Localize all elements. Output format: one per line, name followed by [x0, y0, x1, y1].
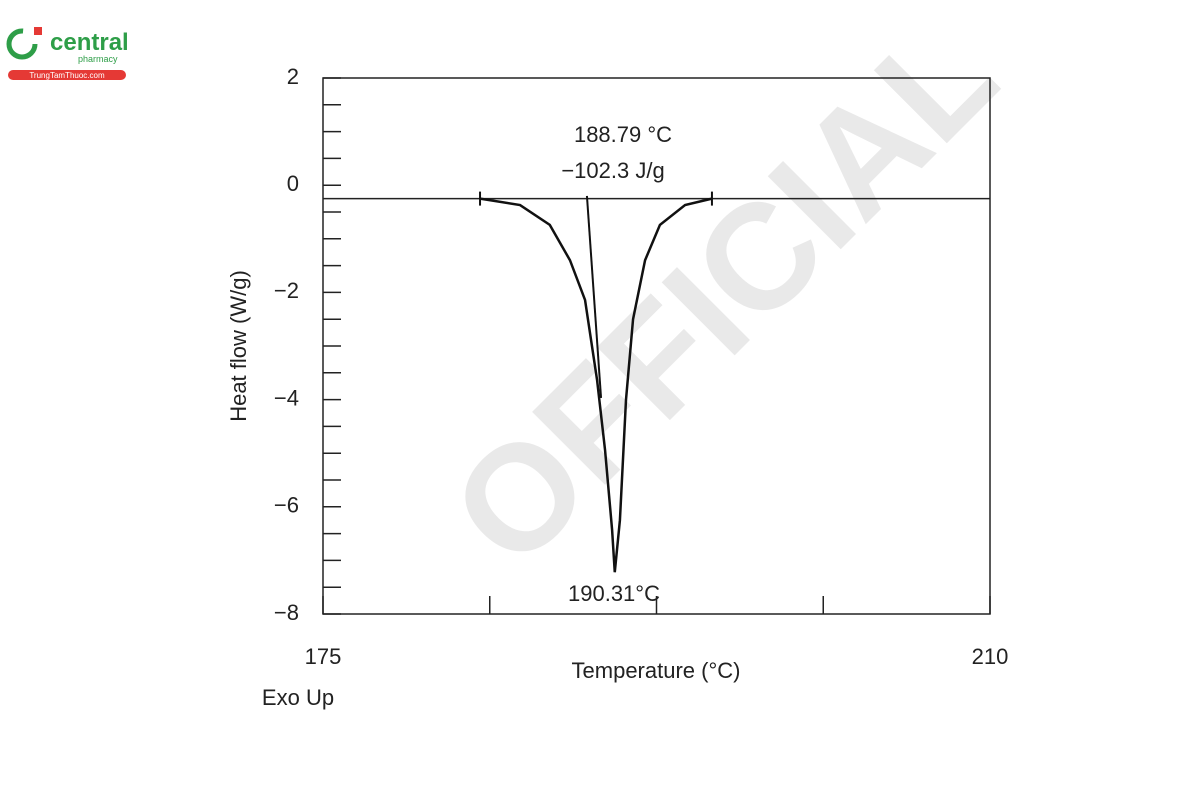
y-tick-label: −6 [274, 493, 299, 518]
y-tick-label: 2 [287, 64, 299, 89]
logo-bar [8, 70, 126, 80]
logo: central pharmacy TrungTamThuoc.com [6, 27, 129, 80]
logo-icon [6, 28, 38, 60]
watermark: OFFICIAL [419, 0, 1027, 597]
heat-flow-curve [479, 197, 713, 573]
annotation: 190.31°C [568, 581, 660, 606]
logo-site: TrungTamThuoc.com [29, 71, 105, 80]
y-tick-label: −4 [274, 385, 299, 410]
x-tick-label: 175 [305, 644, 342, 669]
onset-tangent [585, 195, 603, 399]
annotation: 188.79 °C [574, 122, 672, 147]
x-tick-label: 210 [972, 644, 1009, 669]
annotation: −102.3 J/g [561, 158, 664, 183]
y-axis-label: Heat flow (W/g) [226, 270, 251, 422]
x-axis-label: Temperature (°C) [572, 658, 741, 683]
logo-sub: pharmacy [78, 54, 118, 64]
annotation: Exo Up [262, 685, 334, 710]
y-tick-label: 0 [287, 171, 299, 196]
logo-icon [34, 27, 42, 35]
y-tick-label: −8 [274, 600, 299, 625]
y-tick-label: −2 [274, 278, 299, 303]
logo-name: central [50, 29, 129, 56]
